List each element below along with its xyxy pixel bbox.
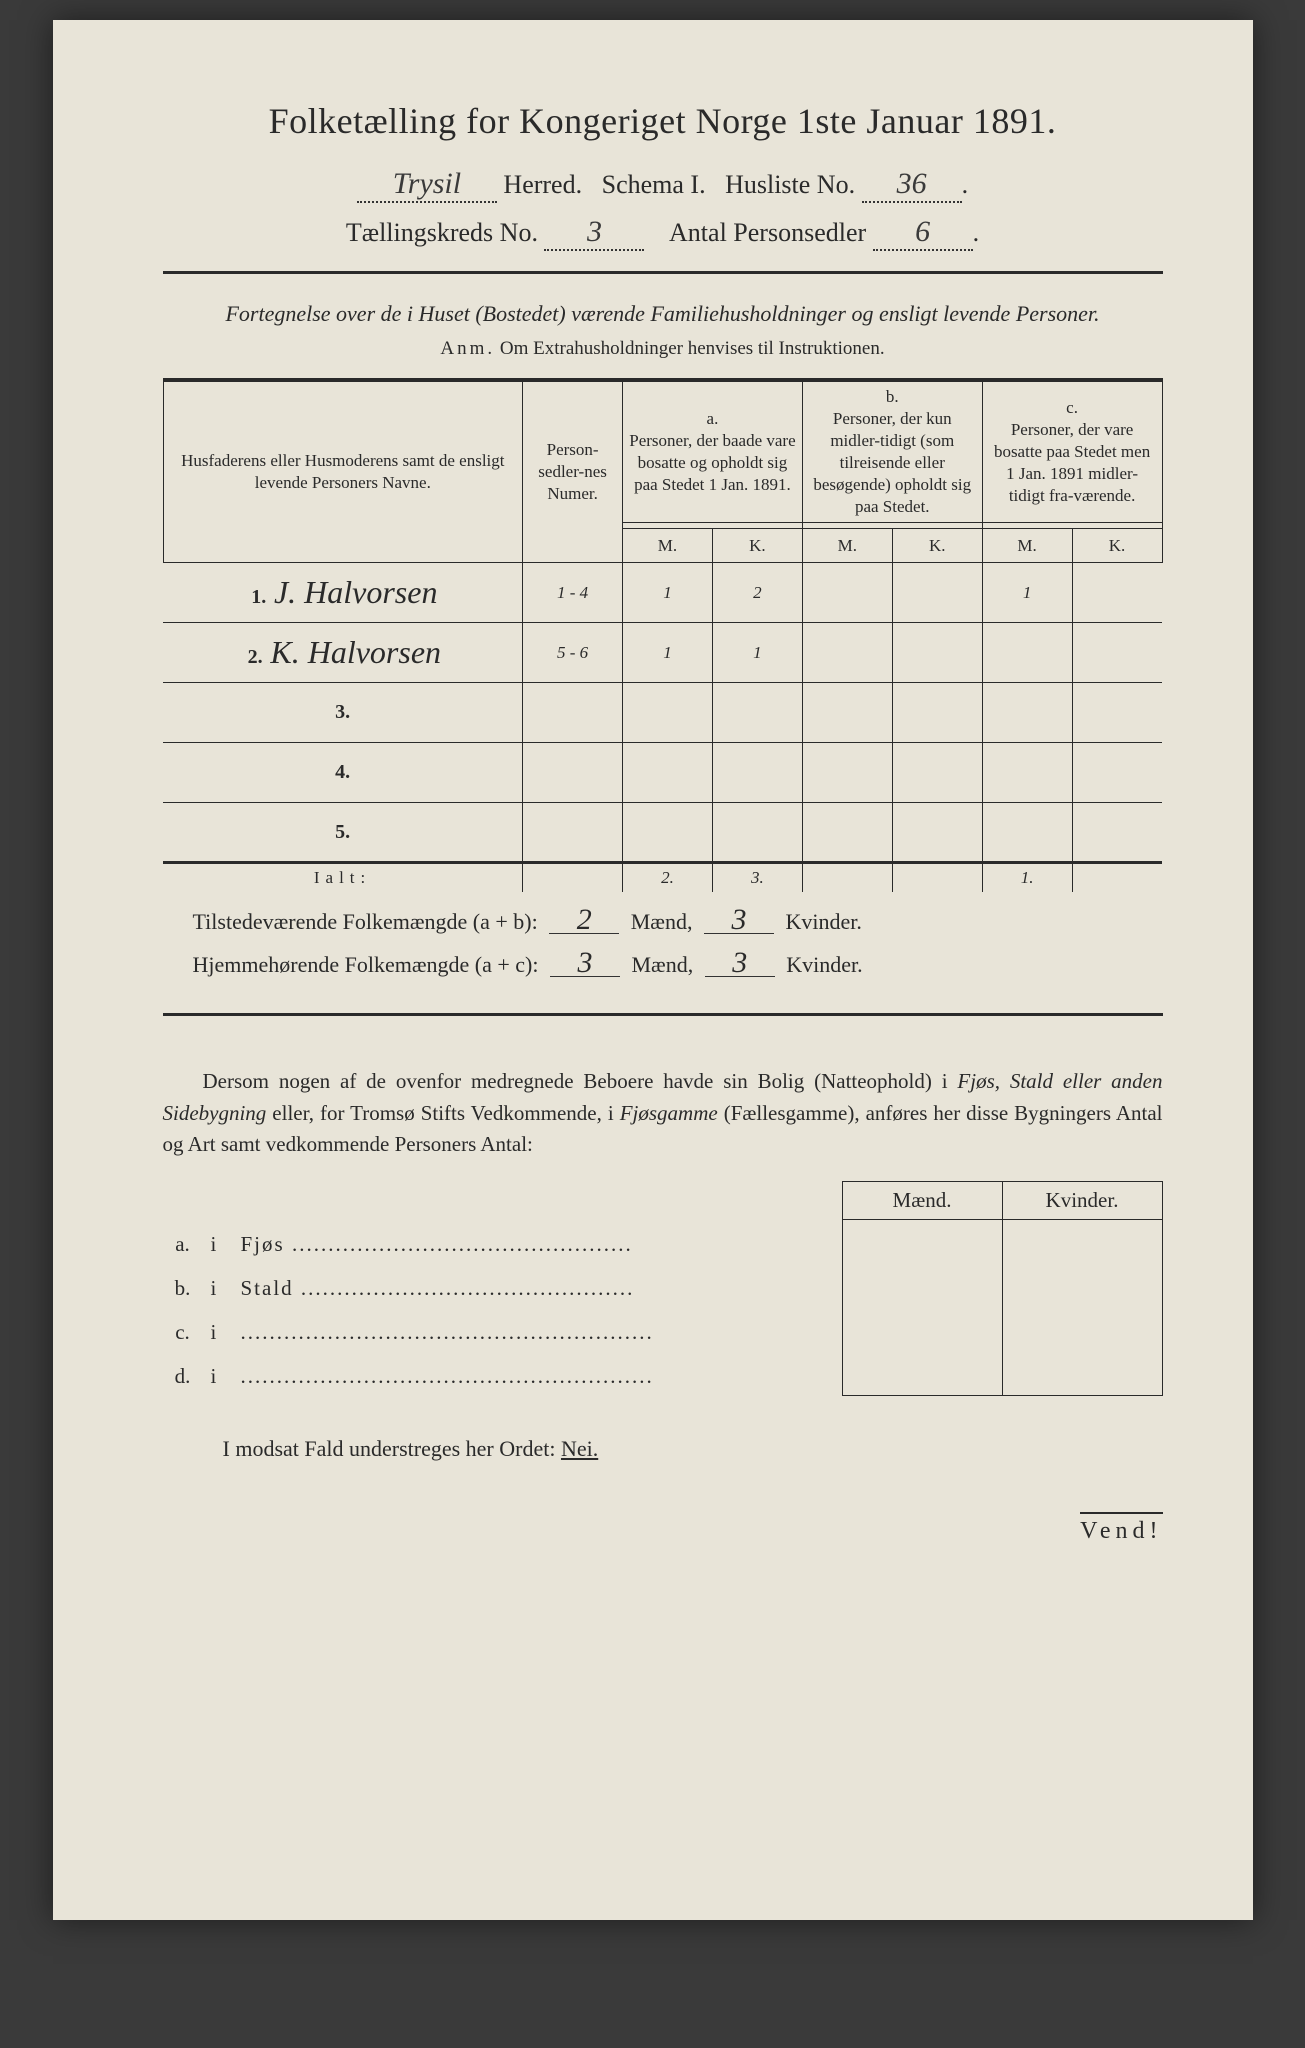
row2-ck xyxy=(1072,623,1162,683)
row2-num: 5 - 6 xyxy=(523,623,623,683)
sub-row: c. i ...................................… xyxy=(163,1307,1163,1351)
herred-label: Herred. xyxy=(503,170,582,199)
herred-value: Trysil xyxy=(387,167,467,201)
ialt-am: 2. xyxy=(623,863,713,893)
intro-text: Fortegnelse over de i Huset (Bostedet) v… xyxy=(163,299,1163,330)
col-a-header: a. Personer, der baade vare bosatte og o… xyxy=(623,380,803,523)
sum1-m: 2 xyxy=(549,906,619,934)
sub-table: Mænd. Kvinder. a. i Fjøs ...............… xyxy=(163,1181,1163,1396)
husliste-label: Husliste No. xyxy=(725,170,855,199)
table-row: 5. xyxy=(163,803,1162,863)
row2-name: K. Halvorsen xyxy=(270,634,441,670)
ialt-ak: 3. xyxy=(712,863,802,893)
col-c-header: c. Personer, der vare bosatte paa Stedet… xyxy=(982,380,1162,523)
antal-value: 6 xyxy=(883,215,963,249)
col-b-header: b. Personer, der kun midler-tidigt (som … xyxy=(802,380,982,523)
sum2-k: 3 xyxy=(705,949,775,977)
header-line-1: Trysil Herred. Schema I. Husliste No. 36… xyxy=(163,167,1163,203)
kreds-label: Tællingskreds No. xyxy=(346,218,538,247)
sub-row: b. i Stald .............................… xyxy=(163,1263,1163,1307)
row2-cm xyxy=(982,623,1072,683)
row1-am: 1 xyxy=(623,563,713,623)
sum1-k: 3 xyxy=(704,906,774,934)
census-form-page: Folketælling for Kongeriget Norge 1ste J… xyxy=(53,20,1253,1920)
col-b-m: M. xyxy=(802,529,892,563)
row2-bk xyxy=(892,623,982,683)
row1-cm: 1 xyxy=(982,563,1072,623)
sub-row: d. i ...................................… xyxy=(163,1351,1163,1395)
row2-ak: 1 xyxy=(712,623,802,683)
main-title: Folketælling for Kongeriget Norge 1ste J… xyxy=(163,100,1163,142)
header-line-2: Tællingskreds No. 3 Antal Personsedler 6… xyxy=(163,215,1163,251)
anm-line: Anm. Om Extrahusholdninger henvises til … xyxy=(163,338,1163,360)
main-table: Husfaderens eller Husmoderens samt de en… xyxy=(163,378,1163,893)
col-c-m: M. xyxy=(982,529,1072,563)
col-c-k: K. xyxy=(1072,529,1162,563)
col-b-k: K. xyxy=(892,529,982,563)
sub-k-head: Kvinder. xyxy=(1002,1181,1162,1219)
sub-row: a. i Fjøs ..............................… xyxy=(163,1219,1163,1263)
row2-bm xyxy=(802,623,892,683)
sum2-m: 3 xyxy=(550,949,620,977)
ialt-ck xyxy=(1072,863,1162,893)
row1-bm xyxy=(802,563,892,623)
divider-2 xyxy=(163,1013,1163,1016)
ialt-cm: 1. xyxy=(982,863,1072,893)
row1-num: 1 - 4 xyxy=(523,563,623,623)
anm-text: Om Extrahusholdninger henvises til Instr… xyxy=(500,338,885,359)
divider-1 xyxy=(163,271,1163,274)
row1-ak: 2 xyxy=(712,563,802,623)
row2-am: 1 xyxy=(623,623,713,683)
anm-label: Anm. xyxy=(440,338,495,359)
row1-ck xyxy=(1072,563,1162,623)
col-num-header: Person-sedler-nes Numer. xyxy=(523,380,623,563)
table-row: 3. xyxy=(163,683,1162,743)
schema-label: Schema I. xyxy=(602,170,706,199)
husliste-value: 36 xyxy=(872,167,952,201)
ialt-bm xyxy=(802,863,892,893)
row1-bk xyxy=(892,563,982,623)
sub-m-head: Mænd. xyxy=(842,1181,1002,1219)
col-name-header: Husfaderens eller Husmoderens samt de en… xyxy=(163,380,523,563)
table-row: 2. K. Halvorsen 5 - 6 1 1 xyxy=(163,623,1162,683)
table-row: 1. J. Halvorsen 1 - 4 1 2 1 xyxy=(163,563,1162,623)
summary-line-1: Tilstedeværende Folkemængde (a + b): 2 M… xyxy=(163,906,1163,935)
col-a-m: M. xyxy=(623,529,713,563)
vend-label: Vend! xyxy=(1080,1512,1162,1545)
summary-line-2: Hjemmehørende Folkemængde (a + c): 3 Mæn… xyxy=(163,949,1163,978)
kreds-value: 3 xyxy=(554,215,634,249)
nei-line: I modsat Fald understreges her Ordet: Ne… xyxy=(163,1436,1163,1462)
ialt-row: Ialt: 2. 3. 1. xyxy=(163,863,1162,893)
col-a-k: K. xyxy=(712,529,802,563)
ialt-bk xyxy=(892,863,982,893)
table-row: 4. xyxy=(163,743,1162,803)
ialt-label: Ialt: xyxy=(163,863,523,893)
antal-label: Antal Personsedler xyxy=(669,218,866,247)
paragraph: Dersom nogen af de ovenfor medregnede Be… xyxy=(163,1066,1163,1161)
row1-name: J. Halvorsen xyxy=(274,574,438,610)
